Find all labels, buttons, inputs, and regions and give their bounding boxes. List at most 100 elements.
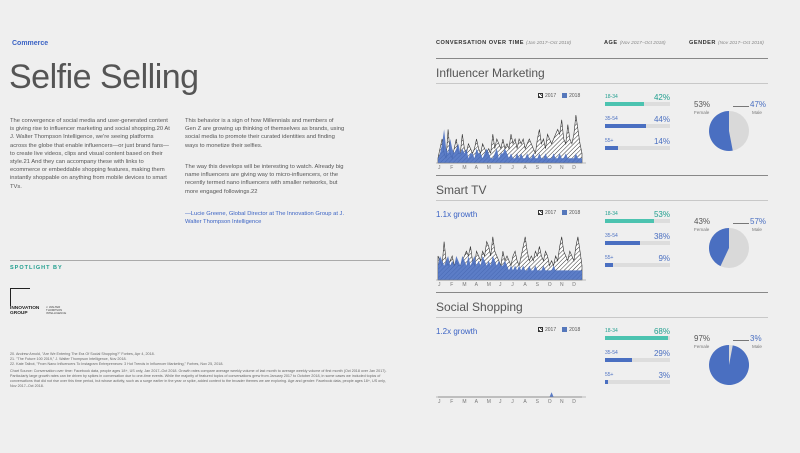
logo-subtitle: J. WALTER THOMPSON INTELLIGENCE (46, 305, 67, 316)
legend-swatch-2017 (538, 93, 543, 99)
female-label: Female (694, 227, 710, 232)
legend-label-2017: 2017 (545, 327, 557, 333)
month-tick-label: J (511, 282, 514, 288)
conversation-area-chart (436, 114, 586, 164)
series-2018-area (438, 129, 582, 163)
legend-swatch-2017 (538, 210, 543, 216)
month-tick-label: N (560, 282, 564, 288)
female-slice (709, 345, 750, 385)
legend-label-2017: 2017 (545, 93, 557, 99)
age-bar-track (605, 102, 670, 106)
month-tick-label: J (511, 165, 514, 171)
age-header-range: (Nov 2017–Oct 2018) (619, 41, 666, 46)
month-tick-label: D (572, 282, 576, 288)
conversation-header-label: CONVERSATION OVER TIME (436, 40, 524, 46)
month-tick-label: D (572, 399, 576, 405)
month-tick-label: N (560, 399, 564, 405)
gender-header-range: (Nov 2017–Oct 2018) (718, 41, 764, 46)
logo-line-2: GROUP (10, 311, 28, 316)
male-label: Male (752, 344, 762, 349)
footnote-22: 22. Kate Talbot, "From Nano Influencers … (10, 362, 224, 366)
chart-source-note: Chart Source: Conversation over time: Fa… (10, 369, 387, 388)
legend-swatch-2017 (538, 327, 543, 333)
gender-header-label: GENDER (689, 40, 716, 46)
age-bar-track (605, 380, 670, 384)
age-bar-fill (605, 102, 644, 106)
month-tick-label: S (535, 165, 539, 171)
age-group-label: 55+ (605, 255, 614, 261)
legend-label-2018: 2018 (569, 93, 581, 99)
female-percent: 97% (694, 334, 711, 343)
female-label: Female (694, 110, 710, 115)
legend-label-2018: 2018 (569, 210, 581, 216)
age-percent: 29% (653, 349, 670, 358)
age-group-label: 35-54 (605, 233, 618, 239)
age-bar-fill (605, 358, 632, 362)
footnote-20: 20. Andrew Arnold, "Are We Entering The … (10, 352, 155, 356)
month-tick-label: M (462, 399, 467, 405)
gender-pie-chart (709, 345, 750, 385)
row-top-rule (436, 58, 768, 59)
month-tick-label: A (523, 165, 527, 171)
conversation-area-chart (436, 392, 586, 398)
month-tick-label: A (523, 399, 527, 405)
section-label: Commerce (12, 40, 49, 47)
footnotes: 20. Andrew Arnold, "Are We Entering The … (10, 352, 390, 389)
series-2017-area (437, 114, 583, 164)
male-label: Male (752, 227, 762, 232)
body-paragraph-1: The convergence of social media and user… (10, 118, 170, 190)
legend-label-2018: 2018 (569, 327, 581, 333)
month-tick-label: F (450, 399, 454, 405)
month-tick-label: N (560, 165, 564, 171)
month-tick-label: O (547, 399, 552, 405)
age-percent: 9% (658, 254, 670, 263)
chart-legend: 2017 2018 (538, 327, 580, 333)
row-title: Influencer Marketing (436, 66, 545, 80)
age-header: AGE (Nov 2017–Oct 2018) (604, 40, 666, 46)
age-bar-fill (605, 146, 618, 150)
age-group-label: 35-54 (605, 350, 618, 356)
spotlight-label: SPOTLIGHT BY (10, 265, 63, 271)
age-header-label: AGE (604, 40, 618, 46)
divider (10, 260, 390, 261)
month-tick-label: D (572, 165, 576, 171)
male-connector (733, 106, 749, 107)
female-percent: 43% (694, 217, 711, 226)
age-percent: 3% (658, 371, 670, 380)
month-tick-label: M (486, 165, 491, 171)
male-connector (733, 223, 749, 224)
series-2018-area (438, 256, 582, 280)
month-tick-label: J (499, 399, 502, 405)
female-label: Female (694, 344, 710, 349)
body-paragraph-2: This behavior is a sign of how Millennia… (185, 118, 345, 149)
age-group-label: 55+ (605, 372, 614, 378)
age-percent: 53% (653, 210, 670, 219)
male-label: Male (752, 110, 762, 115)
gender-pie-chart (708, 228, 749, 268)
month-tick-label: M (462, 282, 467, 288)
row-top-rule (436, 175, 768, 176)
age-bar-track (605, 124, 670, 128)
month-tick-label: A (474, 282, 478, 288)
month-tick-label: J (499, 282, 502, 288)
age-bar-track (605, 358, 670, 362)
month-tick-label: J (511, 399, 514, 405)
legend-2018: 2018 (562, 327, 580, 333)
male-percent: 47% (750, 100, 767, 109)
legend-swatch-2018 (562, 93, 568, 99)
month-tick-label: S (535, 282, 539, 288)
age-group-label: 18-34 (605, 94, 618, 100)
age-percent: 42% (653, 93, 670, 102)
month-tick-label: F (450, 165, 454, 171)
month-tick-label: F (450, 282, 454, 288)
gender-header: GENDER (Nov 2017–Oct 2018) (689, 40, 764, 46)
month-tick-label: M (486, 282, 491, 288)
legend-2017: 2017 (538, 327, 556, 333)
age-percent: 44% (653, 115, 670, 124)
row-title: Smart TV (436, 183, 487, 197)
month-tick-label: J (438, 165, 441, 171)
month-tick-label: A (474, 399, 478, 405)
month-tick-label: A (474, 165, 478, 171)
row-top-rule (436, 292, 768, 293)
month-tick-label: O (547, 282, 552, 288)
